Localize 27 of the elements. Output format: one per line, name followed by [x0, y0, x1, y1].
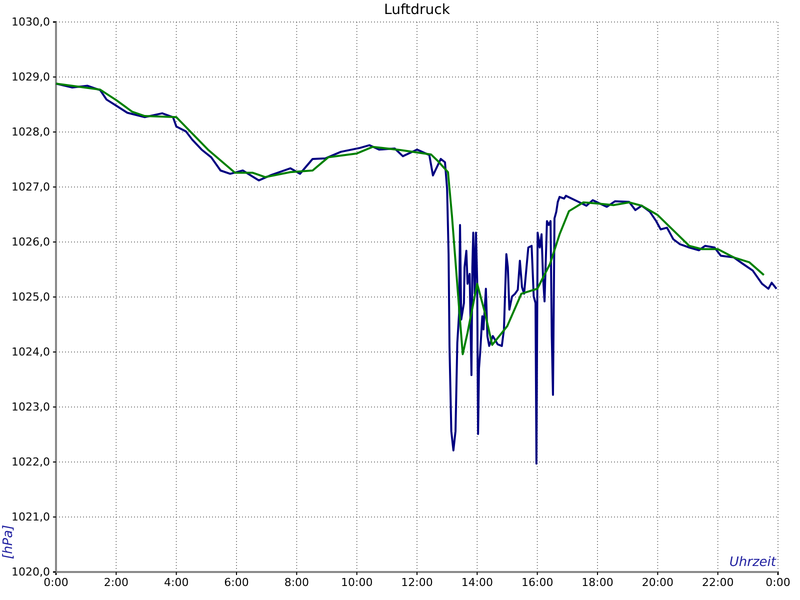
line-series	[55, 82, 765, 356]
x-tick-label: 16:00	[521, 576, 554, 589]
y-tick-label: 1030,0	[12, 16, 50, 29]
x-tick-label: 0:00	[766, 576, 790, 589]
chart-title: Luftdruck	[384, 2, 451, 18]
x-tick-label: 20:00	[642, 576, 674, 589]
line-series	[55, 82, 778, 465]
y-tick-label: 1024,0	[12, 346, 50, 359]
y-tick-label: 1027,0	[12, 180, 50, 194]
x-tick-label: 10:00	[340, 576, 373, 589]
x-tick-label: 18:00	[582, 576, 614, 589]
y-tick-label: 1025,0	[12, 290, 50, 304]
y-tick-label: 1029,0	[12, 70, 50, 84]
x-tick-label: 22:00	[702, 576, 734, 589]
x-tick-label: 4:00	[164, 576, 189, 589]
y-tick-label: 1022,0	[12, 456, 50, 469]
y-axis-title: [hPa]	[1, 524, 16, 560]
y-tick-label: 1026,0	[12, 236, 50, 249]
x-tick-label: 6:00	[224, 576, 249, 589]
x-tick-label: 8:00	[284, 576, 310, 589]
y-tick-label: 1028,0	[12, 126, 50, 139]
x-tick-label: 14:00	[461, 576, 494, 589]
x-axis-title: Uhrzeit	[729, 555, 777, 570]
x-tick-label: 2:00	[104, 576, 129, 589]
x-tick-label: 12:00	[401, 576, 433, 589]
y-tick-label: 1021,0	[12, 510, 50, 524]
y-tick-label: 1023,0	[12, 400, 50, 414]
